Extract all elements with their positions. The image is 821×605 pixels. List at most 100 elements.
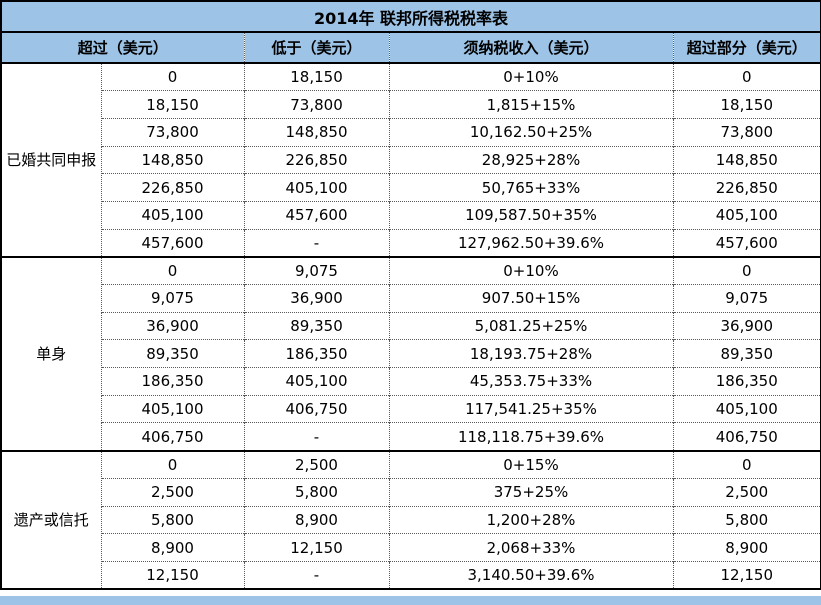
table-cell: 18,193.75+28% [388, 339, 673, 368]
table-cell: 226,850 [243, 145, 389, 174]
table-body: 已婚共同申报 0 18,150 0+10% 0 18,150 73,800 1,815+15%… [1, 62, 821, 590]
table-cell: 36,900 [672, 311, 821, 340]
table-cell: 5,800 [672, 505, 821, 534]
table-cell: 50,765+33% [388, 173, 673, 202]
table-row: 89,350 186,350 18,193.75+28% 89,350 [1, 339, 821, 368]
table-cell: 89,350 [672, 339, 821, 368]
table-row: 单身 0 9,075 0+10% 0 [1, 255, 821, 451]
table-row: 2,500 5,800 375+25% 2,500 [1, 477, 821, 506]
table-cell: 457,600 [101, 228, 244, 257]
table-cell: 10,162.50+25% [388, 117, 673, 147]
table-row: 已婚共同申报 0 18,150 0+10% 0 [1, 62, 821, 257]
table-row: 5,800 8,900 1,200+28% 5,800 [1, 505, 821, 534]
table-cell: 907.50+15% [388, 284, 673, 313]
table-row: 9,075 36,900 907.50+15% 9,075 [1, 284, 821, 313]
table-row: 148,850 226,850 28,925+28% 148,850 [1, 145, 821, 174]
table-cell: 127,962.50+39.6% [388, 228, 673, 257]
table-cell: 0+15% [388, 449, 673, 479]
table-cell: - [243, 422, 389, 451]
table-cell: 2,500 [672, 477, 821, 506]
table-cell: 226,850 [672, 173, 821, 202]
table-cell: 5,081.25+25% [388, 311, 673, 340]
table-cell: 9,075 [243, 255, 389, 285]
table-row: 8,900 12,150 2,068+33% 8,900 [1, 533, 821, 562]
table-cell: 457,600 [243, 200, 389, 230]
table-cell: 9,075 [101, 284, 244, 313]
table-cell: 89,350 [101, 339, 244, 368]
table-row: 36,900 89,350 5,081.25+25% 36,900 [1, 311, 821, 340]
table-cell: 405,100 [101, 200, 244, 230]
table-cell: 2,068+33% [388, 533, 673, 562]
table-cell: 118,118.75+39.6% [388, 422, 673, 451]
table-row: 遗产或信托 0 2,500 0+15% 0 [1, 449, 821, 590]
table-row: 186,350 405,100 45,353.75+33% 186,350 [1, 367, 821, 396]
table-cell: 406,750 [101, 422, 244, 451]
table-row: 226,850 405,100 50,765+33% 226,850 [1, 173, 821, 202]
section-label: 遗产或信托 [1, 449, 102, 590]
footer-strip [0, 596, 821, 605]
column-header-over: 超过（美元） [1, 32, 244, 64]
table-cell: 9,075 [672, 284, 821, 313]
table-cell: 73,800 [101, 117, 244, 147]
table-cell: 405,100 [101, 394, 244, 423]
column-header-excess-portion: 超过部分（美元） [672, 32, 821, 64]
table-cell: 8,900 [101, 533, 244, 562]
table-cell: 3,140.50+39.6% [388, 560, 673, 590]
table-cell: 375+25% [388, 477, 673, 506]
table-cell: 12,150 [101, 560, 244, 590]
column-header-under: 低于（美元） [243, 32, 389, 64]
table-cell: 8,900 [243, 505, 389, 534]
table-cell: 186,350 [672, 367, 821, 396]
table-cell: 405,100 [672, 200, 821, 230]
table-cell: 117,541.25+35% [388, 394, 673, 423]
table-cell: 0 [101, 62, 244, 91]
title-row: 2014年 联邦所得税税率表 [1, 1, 821, 33]
table-cell: 0+10% [388, 62, 673, 91]
table-cell: 406,750 [243, 394, 389, 423]
table-cell: 0 [672, 255, 821, 285]
table-cell: 5,800 [101, 505, 244, 534]
table-cell: 73,800 [243, 90, 389, 119]
table-row: 406,750-118,118.75+39.6% 406,750 [1, 422, 821, 451]
table-cell: 0 [101, 255, 244, 285]
table-cell: 406,750 [672, 422, 821, 451]
table-cell: 89,350 [243, 311, 389, 340]
table-cell: 0 [101, 449, 244, 479]
table-cell: 457,600 [672, 228, 821, 257]
section-label: 单身 [1, 255, 102, 451]
table-row: 405,100 457,600 109,587.50+35% 405,100 [1, 200, 821, 230]
table-row: 18,150 73,800 1,815+15% 18,150 [1, 90, 821, 119]
table-cell: 18,150 [243, 62, 389, 91]
table-row: 405,100 406,750 117,541.25+35% 405,100 [1, 394, 821, 423]
table-cell: 148,850 [101, 145, 244, 174]
table-cell: 186,350 [243, 339, 389, 368]
table-cell: 36,900 [243, 284, 389, 313]
column-header-taxable-income: 须纳税收入（美元） [388, 32, 673, 64]
table-cell: 0+10% [388, 255, 673, 285]
table-title: 2014年 联邦所得税税率表 [1, 1, 821, 33]
table-cell: 405,100 [672, 394, 821, 423]
table-cell: 0 [672, 449, 821, 479]
table-cell: 1,815+15% [388, 90, 673, 119]
table-cell: 2,500 [243, 449, 389, 479]
table-row: 12,150-3,140.50+39.6% 12,150 [1, 560, 821, 590]
table-cell: 18,150 [101, 90, 244, 119]
table-cell: 36,900 [101, 311, 244, 340]
table-cell: 18,150 [672, 90, 821, 119]
table-cell: 226,850 [101, 173, 244, 202]
table-cell: 186,350 [101, 367, 244, 396]
table-cell: 12,150 [243, 533, 389, 562]
column-header-row: 超过（美元） 低于（美元） 须纳税收入（美元） 超过部分（美元） [1, 32, 821, 64]
table-cell: 405,100 [243, 367, 389, 396]
table-cell: 405,100 [243, 173, 389, 202]
table-cell: 1,200+28% [388, 505, 673, 534]
section-label: 已婚共同申报 [1, 62, 102, 257]
table-row: 73,800 148,850 10,162.50+25% 73,800 [1, 117, 821, 147]
table-cell: 5,800 [243, 477, 389, 506]
table-cell: 45,353.75+33% [388, 367, 673, 396]
table-cell: 28,925+28% [388, 145, 673, 174]
table-cell: 109,587.50+35% [388, 200, 673, 230]
table-cell: 148,850 [672, 145, 821, 174]
table-cell: - [243, 560, 389, 590]
